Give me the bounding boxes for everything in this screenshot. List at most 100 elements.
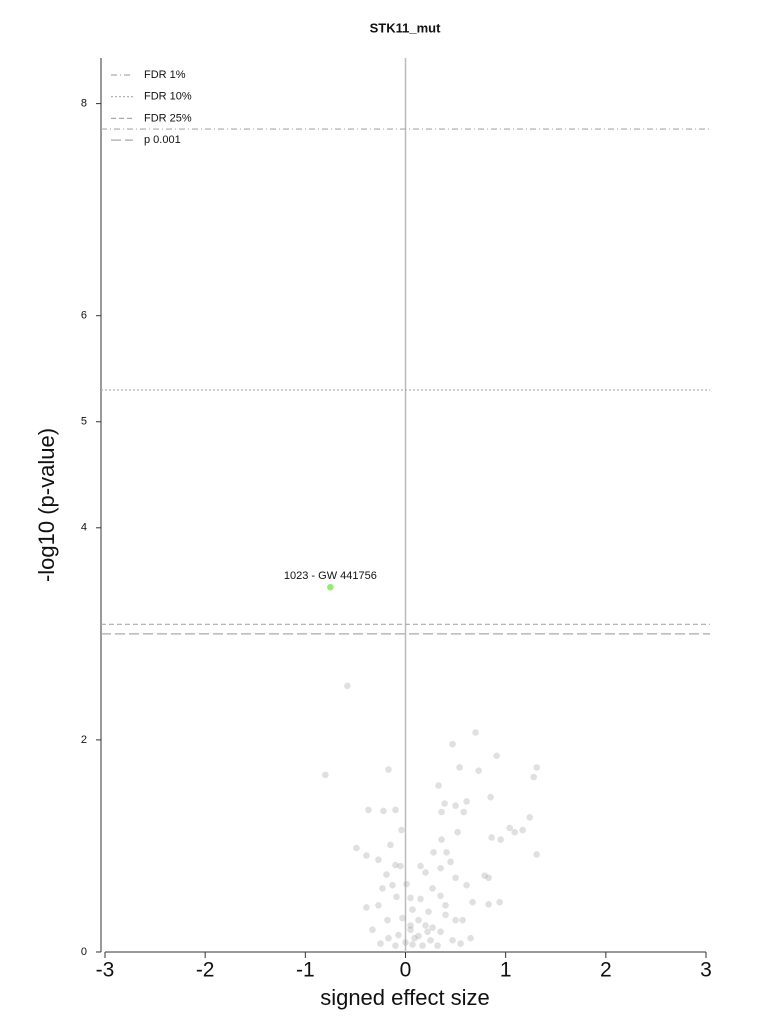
point [384, 916, 391, 924]
x-axis-label: signed effect size [320, 985, 490, 1010]
y-tick-label: 2 [81, 734, 87, 746]
point [411, 934, 418, 942]
point [485, 900, 492, 908]
point [456, 764, 463, 771]
point [485, 874, 492, 882]
point [442, 902, 449, 909]
point [441, 800, 448, 807]
point [422, 922, 429, 929]
y-tick-label: 8 [81, 98, 87, 110]
point [519, 826, 526, 834]
point [452, 874, 459, 882]
point [402, 939, 409, 946]
point [443, 849, 450, 856]
x-tick-label: -3 [96, 959, 115, 982]
point-label: 1023 - GW 441756 [284, 570, 377, 582]
point [409, 906, 416, 913]
point [427, 937, 434, 944]
point [429, 924, 436, 931]
point [497, 836, 504, 843]
y-axis-label: -log10 (p-value) [34, 428, 59, 582]
point [472, 729, 479, 736]
point [533, 851, 541, 858]
x-tick-label: -1 [296, 959, 315, 982]
point [353, 844, 360, 852]
point [493, 752, 500, 760]
x-tick-label: -2 [196, 959, 215, 982]
point [430, 849, 437, 856]
point [403, 880, 410, 888]
x-tick-label: 0 [400, 959, 412, 982]
point [452, 802, 459, 809]
point [415, 932, 422, 940]
point [380, 807, 387, 815]
legend-label: FDR 25% [144, 112, 192, 124]
point [375, 902, 382, 909]
point [437, 892, 444, 900]
y-tick-label: 4 [81, 522, 87, 534]
point [526, 814, 534, 821]
point [506, 824, 513, 832]
point [417, 895, 424, 903]
point [437, 928, 444, 936]
point [481, 872, 488, 879]
point [389, 881, 396, 889]
point [407, 894, 414, 902]
point [435, 782, 442, 789]
point [460, 808, 467, 816]
y-tick-label: 5 [81, 416, 87, 428]
point [452, 916, 459, 924]
point [415, 916, 422, 924]
point [447, 858, 454, 866]
point [392, 861, 399, 869]
point [417, 862, 424, 870]
y-tick-label: 0 [81, 946, 87, 958]
point [375, 856, 382, 864]
point [398, 826, 405, 834]
point [392, 942, 399, 949]
point [422, 869, 429, 876]
highlight-point [327, 583, 334, 591]
point [383, 871, 390, 878]
point [437, 864, 444, 872]
y-tick-label: 6 [81, 310, 87, 322]
legend-label: FDR 1% [144, 69, 186, 81]
point [365, 806, 372, 814]
x-tick-label: 1 [500, 959, 512, 982]
point [467, 934, 474, 942]
point [449, 740, 456, 748]
point [399, 914, 406, 922]
point [322, 771, 329, 779]
point [463, 881, 470, 889]
point [475, 767, 482, 774]
point [409, 941, 416, 948]
point [425, 908, 432, 916]
point [363, 904, 370, 911]
point [393, 893, 400, 901]
point [533, 764, 541, 771]
point [385, 766, 392, 773]
point [454, 828, 461, 836]
point [424, 928, 431, 936]
point [434, 942, 441, 949]
point [487, 793, 494, 801]
point [344, 682, 351, 690]
chart-title: STK11_mut [370, 20, 441, 35]
point [369, 926, 376, 934]
point [511, 828, 518, 836]
point [530, 773, 538, 781]
point [387, 841, 394, 849]
point [395, 931, 402, 939]
point [379, 885, 386, 892]
x-tick-label: 3 [700, 959, 712, 982]
x-tick-label: 2 [600, 959, 612, 982]
point [407, 926, 414, 934]
point [449, 937, 456, 944]
point [385, 934, 392, 942]
point [392, 806, 399, 814]
legend-label: FDR 10% [144, 91, 192, 103]
point [407, 922, 414, 929]
point [429, 885, 436, 892]
point [488, 834, 495, 841]
